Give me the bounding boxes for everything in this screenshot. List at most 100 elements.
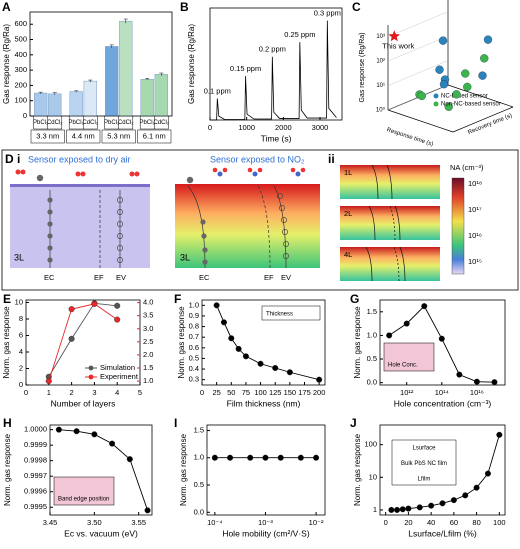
data-point — [262, 454, 269, 461]
oxygen — [75, 171, 81, 177]
colorbar-tick-label: 10¹⁷ — [468, 205, 482, 214]
y-axis-label: Gas response (Rg/Ra) — [2, 24, 11, 104]
x-axis-label: Ec vs. vacuum (eV) — [64, 528, 138, 538]
x-tick-label: 3.50 — [87, 518, 102, 527]
panel-letter: F — [174, 292, 181, 306]
y-tick-label: 600 — [14, 19, 27, 28]
x-tick-label: 60 — [450, 518, 458, 527]
data-point — [235, 345, 242, 352]
electron — [47, 245, 53, 251]
series-line — [48, 302, 118, 377]
category-cell — [47, 115, 63, 130]
y-tick-label: 0.5 — [367, 354, 377, 363]
hole — [283, 241, 289, 247]
layer-label: 2L — [344, 209, 352, 218]
y-tick-label: 0 — [19, 380, 23, 389]
oxygen — [290, 167, 296, 173]
data-point — [394, 506, 401, 513]
plot-frame — [379, 424, 506, 516]
data-point — [462, 492, 469, 499]
peak-label: 0.2 ppm — [259, 45, 286, 54]
x-tick-label: 1000 — [238, 123, 255, 132]
y-tick-label: 3.5 — [143, 311, 153, 320]
y-tick-label: 4.0 — [143, 298, 153, 307]
group-cell — [66, 129, 101, 144]
data-point — [277, 454, 284, 461]
data-point — [405, 505, 412, 512]
x-tick-label: 5 — [138, 388, 142, 397]
scene-title: Sensor exposed to NO₂ — [210, 154, 305, 164]
band-label: EF — [94, 273, 104, 282]
data-point — [68, 306, 75, 313]
panel-letter: H — [3, 416, 12, 430]
y-tick-label: 0.0 — [194, 507, 204, 516]
x-tick-label: 0 — [384, 518, 388, 527]
x-axis-label: Hole mobility (cm²/V·S) — [222, 528, 310, 538]
x-tick-label: 10⁻³ — [258, 518, 273, 527]
legend-label: Experiment — [100, 372, 139, 381]
y-tick-label: 8 — [19, 314, 23, 323]
data-point — [213, 302, 220, 309]
hole — [282, 229, 288, 235]
y-tick-label: 400 — [14, 50, 27, 59]
y-tick-label: 2.0 — [143, 350, 153, 359]
legend-marker — [433, 93, 439, 99]
data-point — [286, 369, 293, 376]
y-tick-label: 10 — [15, 297, 23, 306]
series-line — [48, 303, 118, 382]
layer-label: 1L — [344, 168, 352, 177]
x-tick-label: 200 — [313, 388, 326, 397]
x-tick-label: 2000 — [275, 123, 292, 132]
z-tick-label: 10⁰ — [376, 107, 386, 114]
group-label: 4.4 nm — [72, 131, 95, 140]
electron — [202, 259, 208, 265]
data-point — [247, 454, 254, 461]
electron — [186, 176, 194, 184]
plot-frame — [201, 299, 326, 386]
data-point — [257, 360, 264, 367]
floor-edge — [452, 106, 514, 133]
x-tick-label: 80 — [472, 518, 480, 527]
x-tick-label: 10⁻² — [309, 518, 324, 527]
data-point — [114, 316, 121, 323]
z-tick-label: 10³ — [376, 34, 385, 40]
panel-letter: J — [350, 416, 357, 430]
data-point — [114, 302, 121, 309]
inset-box — [383, 342, 435, 372]
z-grid — [387, 11, 449, 37]
layer-map — [340, 165, 440, 199]
panel-letter: E — [3, 292, 11, 306]
category-label: PbCl₂ — [33, 120, 49, 126]
group-cell — [101, 129, 136, 144]
bar — [34, 92, 48, 117]
x-axis-label: Number of layers — [51, 398, 116, 408]
x-axis-label: Film thickness (nm) — [227, 398, 301, 408]
y-tick-label: 2 — [19, 363, 23, 372]
y-tick-label: 4 — [19, 347, 23, 356]
category-label: PbCl₂ — [104, 120, 120, 126]
x-tick-label: 3 — [92, 388, 96, 397]
data-point — [73, 428, 80, 435]
y-axis-label: Norm. gas response — [177, 306, 186, 379]
panel-letter: D — [5, 152, 14, 166]
band-line — [365, 246, 373, 282]
y-axis-label: Norm. gas response — [353, 433, 362, 506]
band-label: EC — [199, 273, 210, 282]
x-tick-label: 2 — [70, 388, 74, 397]
y-axis-label: Norm. gas response — [3, 433, 12, 506]
data-point — [444, 102, 453, 111]
legend-label: Non-NC-based sensor — [441, 102, 501, 108]
y-tick-label: 0.5 — [189, 353, 199, 362]
data-point — [91, 300, 98, 307]
y-tick-label: 100 — [14, 96, 27, 105]
data-point — [435, 65, 444, 74]
data-point — [55, 426, 62, 433]
band-line — [371, 164, 379, 200]
data-point — [473, 484, 480, 491]
category-label: PbCl₂ — [140, 120, 156, 126]
bar — [105, 46, 119, 117]
nitrogen — [252, 171, 258, 177]
map-lines — [365, 164, 406, 282]
z-axis-label: Gas response (Rg/Ra) — [359, 32, 366, 102]
y-tick-label: 0.9998 — [24, 456, 47, 465]
